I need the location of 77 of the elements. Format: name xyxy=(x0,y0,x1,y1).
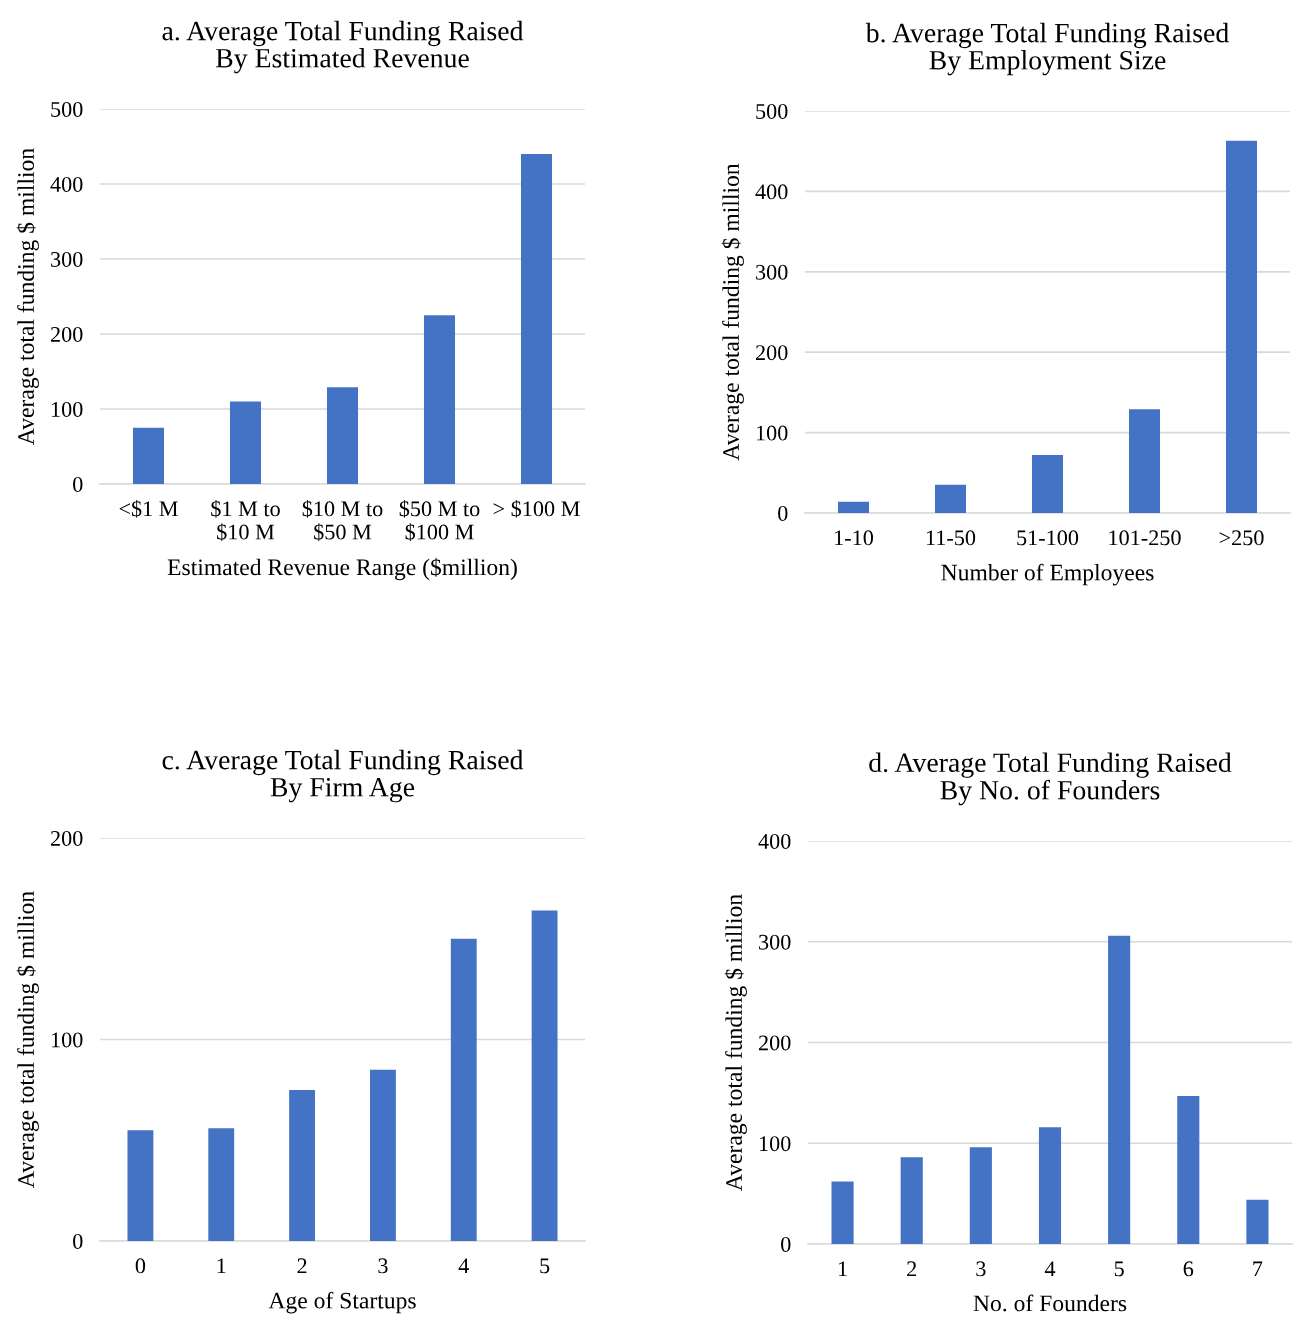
bar xyxy=(831,1181,854,1244)
bar xyxy=(1225,140,1258,513)
bar xyxy=(934,484,967,513)
y-axis-title: Average total funding $ million xyxy=(721,163,744,461)
x-tick-label: 3 xyxy=(378,1258,388,1274)
bar xyxy=(208,1128,235,1241)
y-tick-label: 0 xyxy=(73,476,83,492)
y-tick-label: 400 xyxy=(755,184,788,200)
bar xyxy=(132,427,165,484)
bar xyxy=(326,387,359,484)
bar xyxy=(229,401,262,484)
x-axis-title: No. of Founders xyxy=(973,1294,1127,1312)
bar xyxy=(837,501,870,513)
x-axis-title: Estimated Revenue Range ($million) xyxy=(167,557,517,581)
y-tick-label: 300 xyxy=(51,251,83,267)
bar xyxy=(1128,409,1161,513)
x-tick-label: >250 xyxy=(1219,530,1264,546)
y-axis-title: Average total funding $ million xyxy=(724,894,747,1191)
y-tick-label: 200 xyxy=(758,1035,791,1051)
x-tick-label: 101-250 xyxy=(1109,530,1181,546)
x-tick-label: 6 xyxy=(1183,1261,1194,1277)
x-tick-label: 1 xyxy=(838,1261,847,1277)
bar xyxy=(289,1089,316,1241)
x-axis-title: Number of Employees xyxy=(941,563,1154,586)
x-tick-label: 11-50 xyxy=(926,530,976,546)
y-tick-label: 200 xyxy=(50,830,83,846)
x-tick-label: 0 xyxy=(135,1258,146,1274)
chart-title: a. Average Total Funding Raised By Estimated Revenue xyxy=(162,20,524,74)
bar xyxy=(1031,455,1064,513)
x-axis-title: Age of Startups xyxy=(268,1291,416,1314)
x-tick-label: 5 xyxy=(540,1258,550,1274)
bar xyxy=(1038,1127,1062,1244)
x-tick-label: 7 xyxy=(1253,1261,1263,1277)
y-tick-label: 0 xyxy=(73,1233,83,1249)
y-tick-label: 200 xyxy=(755,345,788,361)
x-tick-label: 4 xyxy=(1044,1261,1056,1277)
x-tick-label: 1-10 xyxy=(835,530,874,546)
bar xyxy=(1246,1199,1269,1244)
x-tick-label: $1 M to $10 M xyxy=(211,500,280,542)
y-tick-label: 100 xyxy=(756,425,788,441)
y-tick-label: 300 xyxy=(756,264,788,280)
bar xyxy=(900,1157,923,1244)
y-tick-label: 100 xyxy=(51,401,83,417)
x-tick-label: 1 xyxy=(217,1258,226,1274)
bar xyxy=(1108,935,1131,1244)
x-tick-label: 5 xyxy=(1114,1261,1124,1277)
x-tick-label: 51-100 xyxy=(1017,530,1079,546)
bar xyxy=(969,1147,992,1244)
bar xyxy=(520,154,553,484)
x-tick-label: $50 M to $100 M xyxy=(399,500,480,542)
y-axis-title: Average total funding $ million xyxy=(16,891,39,1188)
bar xyxy=(450,938,477,1241)
bar xyxy=(127,1130,154,1241)
chart-title: b. Average Total Funding Raised By Employment Size xyxy=(865,22,1229,76)
y-tick-label: 500 xyxy=(51,101,83,117)
y-tick-label: 500 xyxy=(756,103,788,119)
bar xyxy=(1177,1095,1200,1244)
x-tick-label: $10 M to $50 M xyxy=(302,500,383,542)
x-tick-label: 2 xyxy=(907,1261,917,1277)
x-tick-label: <$1 M xyxy=(119,500,178,518)
x-tick-label: > $100 M xyxy=(493,500,580,518)
chart-title: d. Average Total Funding Raised By No. of Founders xyxy=(869,752,1232,806)
chart-title: c. Average Total Funding Raised By Firm Age xyxy=(162,749,524,803)
x-tick-label: 2 xyxy=(297,1258,307,1274)
y-tick-label: 400 xyxy=(50,176,83,192)
bar xyxy=(369,1069,396,1241)
bar xyxy=(423,315,456,484)
y-tick-label: 400 xyxy=(758,833,791,849)
y-tick-label: 200 xyxy=(50,326,83,342)
y-tick-label: 100 xyxy=(51,1032,83,1048)
y-tick-label: 300 xyxy=(759,934,791,950)
y-axis-title: Average total funding $ million xyxy=(16,148,39,445)
y-tick-label: 100 xyxy=(759,1136,791,1152)
x-tick-label: 3 xyxy=(976,1261,986,1277)
y-tick-label: 0 xyxy=(781,1236,791,1252)
bar xyxy=(531,910,558,1241)
x-tick-label: 4 xyxy=(458,1258,469,1274)
